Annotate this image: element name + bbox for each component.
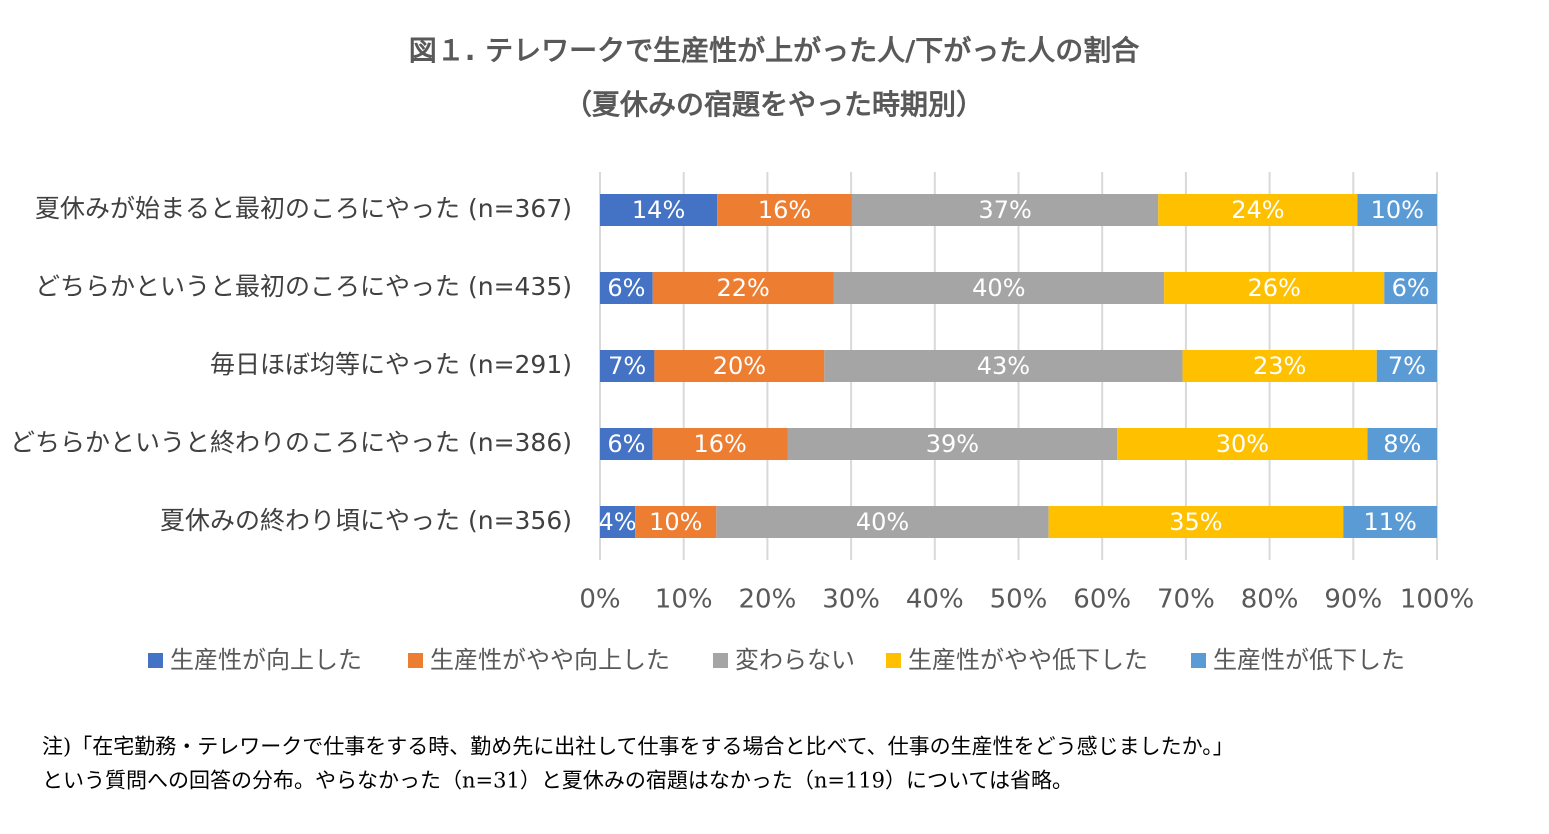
- x-tick-label: 100%: [1400, 585, 1474, 615]
- bar-segment: [600, 506, 636, 538]
- legend-label: 変わらない: [735, 646, 855, 674]
- category-label: どちらかというと終わりのころにやった (n=386): [10, 428, 572, 457]
- bar-segment: [652, 428, 788, 460]
- note: 注)「在宅勤務・テレワークで仕事をする時、勤め先に出社して仕事をする場合と比べて…: [42, 735, 1234, 759]
- data-label: 10%: [649, 508, 702, 536]
- legend-swatch: [408, 653, 423, 668]
- bar-segment: [1367, 428, 1437, 460]
- data-label: 16%: [758, 196, 811, 224]
- bar-segment: [787, 428, 1118, 460]
- data-label: 11%: [1363, 508, 1416, 536]
- legend-label: 生産性がやや低下した: [908, 646, 1148, 674]
- legend-swatch: [148, 653, 163, 668]
- x-tick-label: 80%: [1241, 585, 1299, 615]
- x-tick-label: 10%: [655, 585, 713, 615]
- data-label: 6%: [1392, 274, 1430, 302]
- bar-segment: [1376, 350, 1437, 382]
- bar-segment: [1182, 350, 1377, 382]
- legend-swatch: [1191, 653, 1206, 668]
- chart-subtitle: （夏休みの宿題をやった時期別）: [564, 88, 984, 121]
- x-tick-label: 70%: [1157, 585, 1215, 615]
- x-tick-label: 60%: [1073, 585, 1131, 615]
- category-label: 夏休みの終わり頃にやった (n=356): [160, 506, 572, 535]
- legend-swatch: [886, 653, 901, 668]
- data-label: 14%: [632, 196, 685, 224]
- x-tick-label: 30%: [822, 585, 880, 615]
- bar-segment: [833, 272, 1165, 304]
- bar-segment: [717, 194, 852, 226]
- data-label: 43%: [977, 352, 1030, 380]
- bar-segment: [1048, 506, 1344, 538]
- data-label: 35%: [1169, 508, 1222, 536]
- category-label: 毎日ほぼ均等にやった (n=291): [210, 350, 572, 379]
- data-label: 39%: [926, 430, 979, 458]
- data-label: 6%: [607, 430, 645, 458]
- category-label: どちらかというと最初のころにやった (n=435): [35, 272, 572, 301]
- bar-segment: [1384, 272, 1437, 304]
- legend-swatch: [713, 653, 728, 668]
- bar-segment: [652, 272, 834, 304]
- data-label: 6%: [607, 274, 645, 302]
- bar-segment: [654, 350, 825, 382]
- bar-segment: [635, 506, 717, 538]
- bar-segment: [1357, 194, 1437, 226]
- bar-segment: [851, 194, 1159, 226]
- bar-segment: [600, 194, 718, 226]
- x-tick-label: 0%: [579, 585, 620, 615]
- data-label: 10%: [1371, 196, 1424, 224]
- data-label: 16%: [693, 430, 746, 458]
- x-tick-label: 50%: [990, 585, 1048, 615]
- x-tick-label: 90%: [1324, 585, 1382, 615]
- data-label: 23%: [1253, 352, 1306, 380]
- data-label: 22%: [716, 274, 769, 302]
- legend-label: 生産性が低下した: [1213, 646, 1405, 674]
- bar-segment: [600, 350, 655, 382]
- data-label: 40%: [972, 274, 1025, 302]
- bar-segment: [1343, 506, 1437, 538]
- data-label: 8%: [1383, 430, 1421, 458]
- data-label: 26%: [1248, 274, 1301, 302]
- x-tick-label: 20%: [739, 585, 797, 615]
- chart-title: 図１. テレワークで生産性が上がった人/下がった人の割合: [409, 34, 1141, 67]
- legend-label: 生産性が向上した: [170, 646, 362, 674]
- category-label: 夏休みが始まると最初のころにやった (n=367): [35, 194, 572, 223]
- bar-segment: [1164, 272, 1385, 304]
- data-label: 7%: [1388, 352, 1426, 380]
- bar-segment: [716, 506, 1049, 538]
- legend-label: 生産性がやや向上した: [430, 646, 670, 674]
- bar-segment: [600, 428, 653, 460]
- bar-segment: [1158, 194, 1358, 226]
- data-label: 24%: [1231, 196, 1284, 224]
- data-label: 40%: [856, 508, 909, 536]
- bar-segment: [824, 350, 1183, 382]
- x-tick-label: 40%: [906, 585, 964, 615]
- bar-segment: [600, 272, 653, 304]
- data-label: 7%: [608, 352, 646, 380]
- data-label: 4%: [599, 508, 637, 536]
- bar-segment: [1117, 428, 1368, 460]
- note: という質問への回答の分布。やらなかった（n=31）と夏休みの宿題はなかった（n=…: [42, 769, 1073, 793]
- data-label: 30%: [1216, 430, 1269, 458]
- data-label: 37%: [978, 196, 1031, 224]
- data-label: 20%: [713, 352, 766, 380]
